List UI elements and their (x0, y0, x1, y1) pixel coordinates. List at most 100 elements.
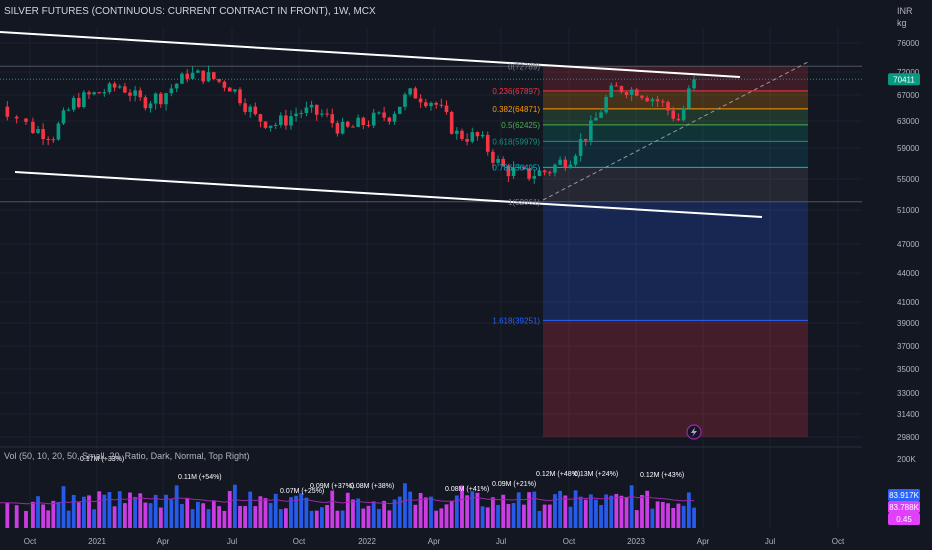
channel-trendlines[interactable] (0, 31, 809, 218)
volume-bar (128, 492, 132, 528)
volume-bar (122, 503, 127, 528)
candle (174, 83, 179, 93)
volume-annotation: 0.09M (+21%) (492, 481, 536, 488)
candle-body (558, 159, 562, 165)
volume-bar (117, 491, 122, 528)
candle (418, 94, 423, 108)
volume-bar (475, 492, 480, 528)
candle-body (143, 97, 148, 109)
candle (624, 90, 629, 99)
fib-label-0.5: 0.5(62425) (501, 121, 540, 130)
price-tick-label: 39000 (897, 319, 920, 328)
candle-body (107, 83, 112, 93)
candle-body (619, 86, 624, 93)
price-tick-label: 59000 (897, 144, 920, 153)
candle-body (196, 70, 200, 73)
candle-body (599, 112, 603, 118)
volume-bar (227, 491, 232, 528)
candle (599, 108, 603, 119)
candle (248, 104, 253, 118)
candle (676, 113, 681, 121)
candle (31, 117, 35, 134)
volume-indicator-title: Vol (50, 10, 20, 50, Small, 20, Ratio, D… (4, 451, 250, 461)
candle-body (24, 118, 28, 122)
volume-axis-badge-box (888, 501, 920, 513)
candle-body (41, 129, 45, 140)
axes: 76000 72000 67000 63000 59000 55000 51000 47000… (24, 39, 920, 546)
candle-body (169, 88, 174, 94)
candle (553, 163, 557, 177)
volume-bar (563, 495, 568, 528)
fib-zone-0.5 (543, 124, 808, 142)
candle (594, 112, 598, 121)
volume-bar (46, 510, 51, 528)
volume-bar (304, 497, 309, 528)
volume-annotation: 0.09M (+37%) (310, 483, 354, 490)
volume-annotation: 0.17M (+33%) (80, 456, 124, 463)
lightning-icon[interactable] (686, 424, 702, 440)
candle (640, 94, 644, 100)
volume-bar (640, 494, 644, 528)
candle (392, 111, 397, 125)
volume-bar (76, 502, 81, 528)
volume-bar (480, 506, 485, 528)
fib-trend-line[interactable] (542, 61, 809, 201)
candle (589, 115, 593, 146)
volume-bar (253, 506, 258, 528)
price-tick-label: 47000 (897, 240, 920, 249)
candle-body (340, 121, 345, 134)
candle (128, 88, 132, 102)
candle-body (112, 83, 117, 88)
candle (470, 127, 475, 144)
fibonacci-retracement[interactable] (0, 65, 862, 437)
candle-body (537, 170, 542, 177)
candle-body (578, 138, 583, 156)
volume-bar (243, 506, 248, 528)
candle (578, 133, 583, 162)
candle-body (629, 89, 634, 95)
lower-channel-line[interactable] (14, 171, 763, 218)
volume-bar (629, 485, 634, 528)
volume-bar (470, 491, 475, 528)
volume-bar (185, 498, 190, 528)
volume-bar (692, 507, 696, 528)
volume-bar (102, 494, 107, 528)
candle (340, 117, 345, 135)
unit-weight: kg (897, 18, 907, 28)
candle-body (138, 90, 143, 98)
volume-bar (24, 510, 28, 528)
candle (501, 156, 506, 167)
candle (273, 122, 278, 130)
candle-body (31, 121, 35, 134)
candle-body (439, 104, 444, 106)
candle-body (82, 92, 86, 108)
candle-body (671, 110, 676, 119)
candle (190, 66, 195, 80)
candle (97, 91, 101, 94)
candle-body (201, 70, 205, 82)
volume-bar (392, 499, 397, 528)
volume-annotation: 0.07M (+25%) (280, 488, 324, 495)
volume-annotation: 0.08M (+41%) (445, 486, 489, 493)
volume-bar (666, 503, 670, 528)
volume-bar (61, 486, 66, 528)
volume-axis-badge: 0.45 (888, 513, 920, 525)
candle-body (268, 125, 273, 128)
candle (46, 136, 51, 146)
price-tick-label: 41000 (897, 298, 920, 307)
candle-body (71, 97, 76, 110)
volume-bar (107, 492, 112, 528)
candle-body (573, 155, 578, 165)
candle-body (377, 112, 381, 114)
candle-body (583, 138, 588, 141)
candle (491, 149, 495, 169)
candle (424, 98, 428, 108)
time-tick-label: Oct (563, 537, 576, 546)
candle-body (304, 107, 309, 113)
volume-bar (5, 502, 10, 528)
candle (475, 131, 480, 141)
volume-axis-value: 83.788K (889, 503, 919, 512)
volume-bar (351, 499, 355, 528)
upper-channel-line[interactable] (0, 31, 741, 78)
